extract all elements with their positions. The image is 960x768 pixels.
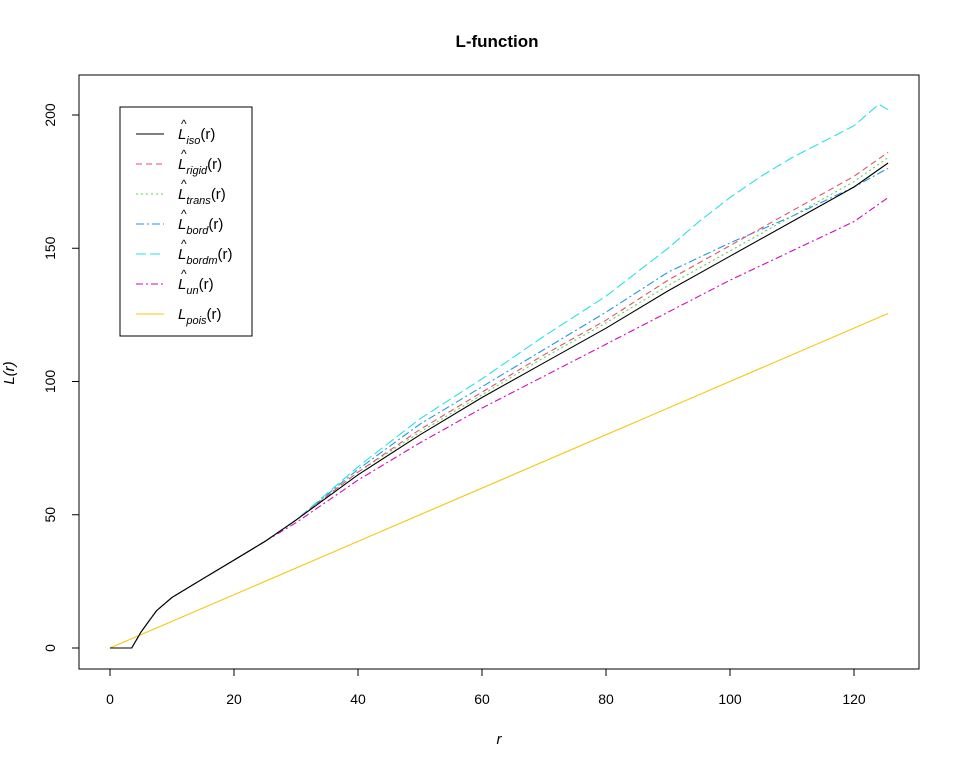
legend-label-base: L <box>178 126 186 143</box>
legend-label-suffix: (r) <box>218 246 233 263</box>
legend-label-suffix: (r) <box>200 126 215 143</box>
legend-item-iso: Liso(r)^ <box>136 117 215 147</box>
legend-item-trans: Ltrans(r)^ <box>136 177 226 207</box>
legend-label: Ltrans(r) <box>178 186 226 207</box>
series-line-iso <box>110 162 889 649</box>
x-tick-label: 60 <box>474 691 490 707</box>
y-tick-label: 50 <box>42 507 58 523</box>
legend-item-pois: Lpois(r) <box>136 306 222 327</box>
legend-label-subscript: trans <box>186 195 211 207</box>
y-axis: 0 50 100 150 200 <box>42 103 80 652</box>
legend-label-subscript: bord <box>186 225 209 237</box>
legend-label: Lrigid(r) <box>178 156 222 177</box>
x-tick-label: 100 <box>718 691 742 707</box>
legend-item-bord: Lbord(r)^ <box>136 207 223 237</box>
legend-label-base: L <box>178 216 186 233</box>
legend-label: Lbordm(r) <box>178 246 233 267</box>
hat-accent-icon: ^ <box>181 207 187 221</box>
x-tick-label: 80 <box>598 691 614 707</box>
legend-label-suffix: (r) <box>211 186 226 203</box>
legend-label-subscript: bordm <box>186 255 217 267</box>
chart-title: L-function <box>455 32 538 51</box>
hat-accent-icon: ^ <box>181 147 187 161</box>
legend-item-un: Lun(r)^ <box>136 267 214 297</box>
legend-item-rigid: Lrigid(r)^ <box>136 147 222 177</box>
legend-label: Liso(r) <box>178 126 215 147</box>
x-tick-label: 0 <box>106 691 114 707</box>
legend-label-suffix: (r) <box>199 276 214 293</box>
legend-label-suffix: (r) <box>208 216 223 233</box>
legend-label-base: L <box>178 246 186 263</box>
series-line-rigid <box>110 151 889 649</box>
legend-label-base: L <box>178 276 186 293</box>
hat-accent-icon: ^ <box>181 117 187 131</box>
x-tick-label: 20 <box>226 691 242 707</box>
legend-label-base: L <box>178 156 186 173</box>
series-line-pois <box>109 312 889 649</box>
legend-box <box>119 106 253 337</box>
series-line-bordm <box>110 103 889 649</box>
legend-label-base: L <box>178 186 186 203</box>
legend-label: Lun(r) <box>178 276 214 297</box>
legend-label-suffix: (r) <box>207 156 222 173</box>
plot-lines <box>109 103 889 649</box>
legend-label-subscript: pois <box>185 315 207 327</box>
y-tick-label: 150 <box>42 236 58 260</box>
x-tick-label: 40 <box>350 691 366 707</box>
y-tick-label: 0 <box>42 644 58 652</box>
legend-label-subscript: rigid <box>186 165 208 177</box>
legend-label: Lbord(r) <box>178 216 223 237</box>
x-tick-label: 120 <box>842 691 866 707</box>
y-tick-label: 100 <box>42 370 58 394</box>
hat-accent-icon: ^ <box>181 267 187 281</box>
legend-label-subscript: un <box>186 285 198 297</box>
legend-label-subscript: iso <box>186 135 200 147</box>
y-axis-label: L(r) <box>1 361 18 384</box>
legend: Liso(r)^Lrigid(r)^Ltrans(r)^Lbord(r)^Lbo… <box>119 106 253 337</box>
x-axis-label: r <box>497 731 503 748</box>
hat-accent-icon: ^ <box>181 237 187 251</box>
legend-label-base: L <box>178 306 186 323</box>
legend-label-suffix: (r) <box>207 306 222 323</box>
legend-item-bordm: Lbordm(r)^ <box>136 237 233 267</box>
x-axis: 0 20 40 60 80 100 120 <box>106 668 866 707</box>
hat-accent-icon: ^ <box>181 177 187 191</box>
legend-label: Lpois(r) <box>178 306 222 327</box>
y-tick-label: 200 <box>42 103 58 127</box>
